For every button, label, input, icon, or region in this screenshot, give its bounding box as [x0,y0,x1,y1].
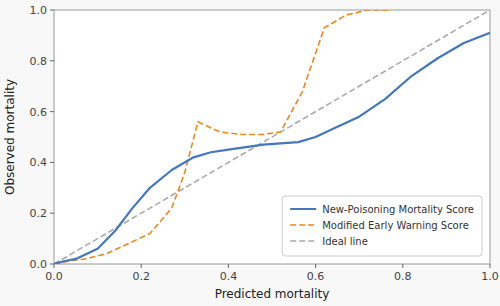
legend-label: New-Poisoning Mortality Score [322,204,474,215]
y-tick-label: 0.6 [30,106,48,119]
y-tick-label: 0.8 [30,55,48,68]
y-tick [50,213,54,214]
x-tick-label: 0.2 [132,270,150,283]
y-tick [50,10,54,11]
x-tick [315,264,316,268]
y-tick [50,162,54,163]
plot-frame [54,10,490,264]
x-axis-label: Predicted mortality [215,287,330,301]
x-tick [490,264,491,268]
x-tick-label: 0.6 [307,270,325,283]
legend-label: Modified Early Warning Score [322,220,469,231]
y-tick-label: 0.4 [30,156,48,169]
line [54,10,490,264]
x-tick-label: 0.4 [220,270,238,283]
y-tick-label: 0.2 [30,207,48,220]
x-tick-label: 0.8 [394,270,412,283]
y-axis-label: Observed mortality [3,79,17,195]
legend-swatch [290,240,316,242]
legend-box [282,196,482,256]
x-tick-label: 0.0 [45,270,63,283]
legend-label: Ideal line [322,236,368,247]
y-tick [50,60,54,61]
plot-area [54,10,490,264]
legend-swatch [290,208,316,210]
legend: New-Poisoning Mortality Score Modified Ea… [282,196,482,256]
legend-swatch [290,224,316,226]
background [0,0,500,306]
x-tick-label: 1.0 [481,270,499,283]
x-tick [54,264,55,268]
x-tick [228,264,229,268]
y-tick-label: 0.0 [30,258,48,271]
line [54,33,490,264]
chart: 0.0 0.2 0.4 0.6 0.8 1.0 0.0 0.2 0.4 0.6 0.8 1.0 Pred… [0,0,500,306]
y-tick-label: 1.0 [30,4,48,17]
x-tick [141,264,142,268]
y-tick [50,111,54,112]
y-tick [50,264,54,265]
x-tick [402,264,403,268]
